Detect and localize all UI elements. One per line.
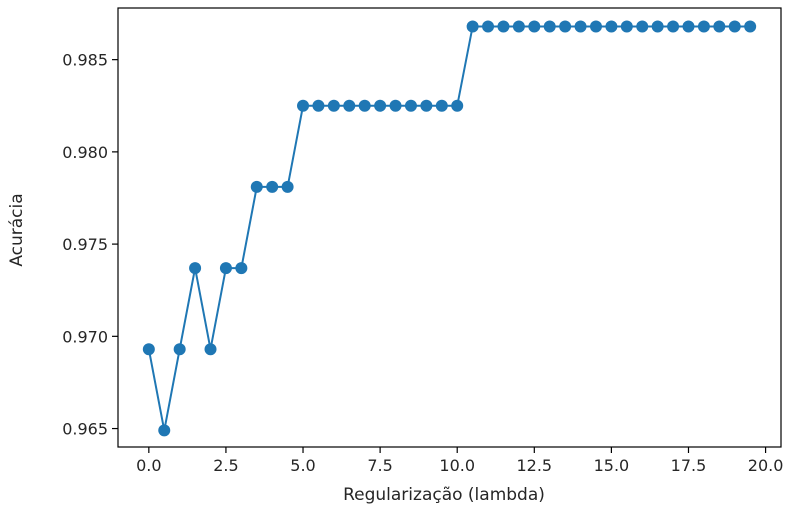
x-axis-label: Regularização (lambda) xyxy=(343,485,545,505)
x-tick-label: 15.0 xyxy=(594,456,630,475)
x-tick-label: 10.0 xyxy=(439,456,475,475)
data-point xyxy=(327,99,340,112)
data-point xyxy=(574,20,587,33)
data-point xyxy=(451,99,464,112)
data-point xyxy=(343,99,356,112)
x-tick-label: 20.0 xyxy=(748,456,784,475)
series-line xyxy=(147,25,751,431)
data-point xyxy=(389,99,402,112)
data-point xyxy=(312,99,325,112)
data-point xyxy=(235,262,248,275)
data-point xyxy=(189,262,202,275)
data-point xyxy=(435,99,448,112)
data-point xyxy=(173,343,186,356)
data-point xyxy=(297,99,310,112)
y-tick-label: 0.980 xyxy=(62,143,108,162)
plot-area xyxy=(142,20,757,437)
data-point xyxy=(697,20,710,33)
data-point xyxy=(512,20,525,33)
data-point xyxy=(620,20,633,33)
data-point xyxy=(744,20,757,33)
data-point xyxy=(713,20,726,33)
axes-frame xyxy=(117,7,782,448)
data-point xyxy=(667,20,680,33)
data-point xyxy=(682,20,695,33)
data-point xyxy=(543,20,556,33)
data-point xyxy=(420,99,433,112)
data-point xyxy=(266,180,279,193)
x-tick-label: 2.5 xyxy=(213,456,238,475)
data-point xyxy=(482,20,495,33)
data-point xyxy=(605,20,618,33)
data-point xyxy=(404,99,417,112)
y-tick-label: 0.965 xyxy=(62,420,108,439)
data-point xyxy=(651,20,664,33)
data-point xyxy=(204,343,217,356)
data-point xyxy=(250,180,263,193)
data-point xyxy=(358,99,371,112)
x-tick-label: 17.5 xyxy=(671,456,707,475)
data-point xyxy=(497,20,510,33)
data-point xyxy=(466,20,479,33)
data-point xyxy=(281,180,294,193)
data-point xyxy=(636,20,649,33)
data-point xyxy=(219,262,232,275)
axes: 0.0 2.5 5.0 7.5 10.0 12.5 15.0 17.5 20.0 0.965 0.9… xyxy=(62,7,784,475)
y-tick-label: 0.970 xyxy=(62,327,108,346)
x-tick-label: 5.0 xyxy=(290,456,315,475)
x-tick-label: 12.5 xyxy=(516,456,552,475)
x-tick-label: 7.5 xyxy=(367,456,392,475)
data-point xyxy=(528,20,541,33)
data-point xyxy=(728,20,741,33)
data-point xyxy=(142,343,155,356)
data-point xyxy=(559,20,572,33)
y-axis-label: Acurácia xyxy=(7,193,27,266)
data-point xyxy=(374,99,387,112)
data-point xyxy=(589,20,602,33)
y-tick-label: 0.985 xyxy=(62,51,108,70)
x-tick-label: 0.0 xyxy=(136,456,161,475)
y-tick-label: 0.975 xyxy=(62,235,108,254)
data-point xyxy=(158,424,171,437)
